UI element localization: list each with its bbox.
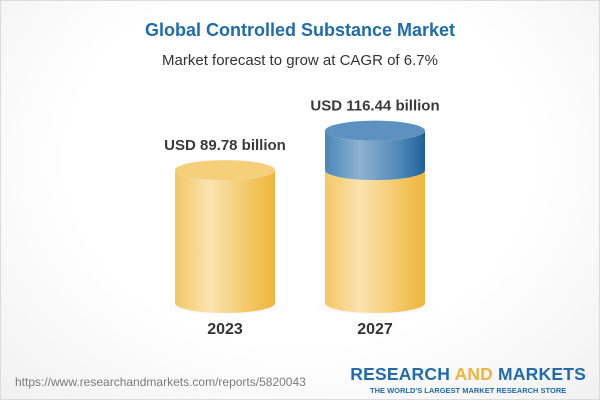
cylinder-top-2027 bbox=[325, 120, 425, 141]
cylinder-top-2023 bbox=[175, 160, 275, 181]
cylinder-chart: USD 89.78 billion 2023 USD 116.44 billion 2… bbox=[163, 98, 440, 338]
data-label: USD 116.44 billion bbox=[310, 98, 439, 115]
chart-title: Global Controlled Substance Market bbox=[144, 20, 456, 40]
category-label: 2027 bbox=[357, 321, 393, 338]
cylinder-base-2023 bbox=[175, 170, 275, 313]
chart-subtitle: Market forecast to grow at CAGR of 6.7% bbox=[162, 52, 438, 69]
research-and-markets-logo: RESEARCH AND MARKETS THE WORLD'S LARGEST… bbox=[350, 364, 586, 395]
cylinder-base-2027 bbox=[325, 170, 425, 313]
data-label: USD 89.78 billion bbox=[164, 137, 286, 154]
cylinder-growth-2027 bbox=[325, 130, 425, 181]
category-label: 2023 bbox=[207, 321, 243, 338]
report-url[interactable]: https://www.researchandmarkets.com/repor… bbox=[15, 375, 306, 389]
